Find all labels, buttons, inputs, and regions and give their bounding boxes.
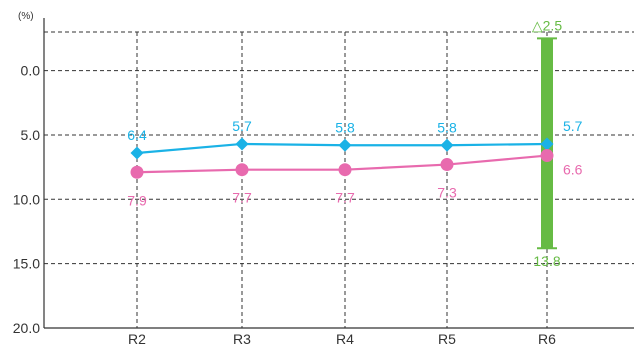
series-1-point: [338, 138, 352, 152]
y-tick-label: 0.0: [21, 63, 41, 79]
series-2-point: [540, 149, 554, 163]
series-1-data-label: 5.8: [437, 119, 457, 135]
series-2-data-label: 6.6: [563, 162, 583, 178]
x-tick-label: R3: [233, 331, 251, 344]
series-2-data-label: 7.9: [127, 192, 147, 208]
data-labels: 6.4 5.7 5.8 5.8 5.7 7.9 7.7 7.7 7.3 6.6: [127, 118, 582, 208]
series-2-point: [338, 163, 352, 177]
series-2-point: [130, 165, 144, 179]
x-tick-label: R5: [438, 331, 456, 344]
series-1-data-label: 5.8: [335, 119, 355, 135]
series-1-data-label: 5.7: [232, 118, 252, 134]
series-2-data-label: 7.7: [232, 190, 252, 206]
y-unit-label: (%): [18, 11, 34, 22]
y-tick-label: 10.0: [13, 191, 40, 207]
series-group: [130, 137, 554, 179]
series-1-data-label: 5.7: [563, 118, 583, 134]
y-tick-label: 5.0: [21, 127, 41, 143]
x-tick-label: R4: [336, 331, 354, 344]
series-2-data-label: 7.3: [437, 185, 457, 201]
y-tick-label: 20.0: [13, 320, 40, 336]
range-bar-high-label: 13.8: [533, 253, 560, 269]
series-1-point: [440, 138, 454, 152]
series-2-data-label: 7.7: [335, 190, 355, 206]
tick-labels: 0.0 5.0 10.0 15.0 20.0 R2 R3 R4 R5 R6: [13, 63, 556, 344]
axes: [43, 18, 634, 329]
x-tick-label: R6: [538, 331, 556, 344]
y-tick-label: 15.0: [13, 256, 40, 272]
series-1-point: [130, 146, 144, 160]
series-1-point: [235, 137, 249, 151]
range-bar-low-label: △2.5: [532, 17, 562, 33]
series-1-data-label: 6.4: [127, 127, 147, 143]
series-2-point: [440, 158, 454, 172]
series-2-point: [235, 163, 249, 177]
series-1-point: [540, 137, 554, 151]
grid-lines: [44, 31, 634, 328]
x-tick-label: R2: [128, 331, 146, 344]
